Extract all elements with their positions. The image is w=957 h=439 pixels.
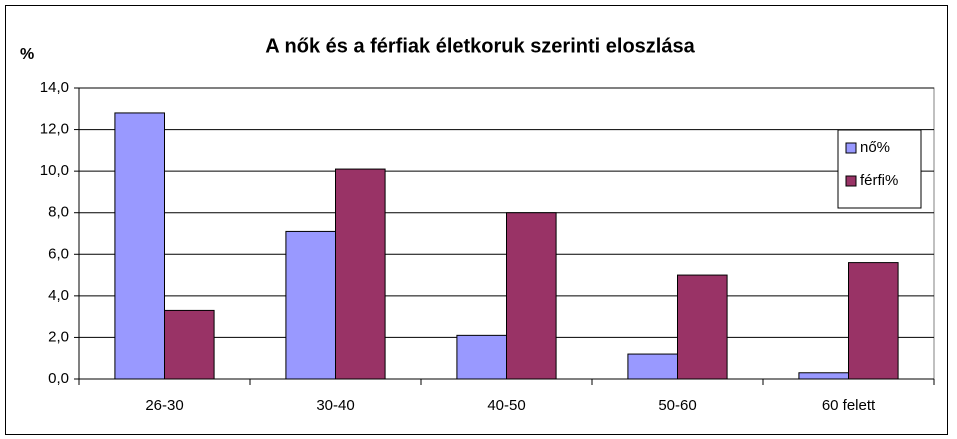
bar	[798, 372, 849, 380]
y-tick-label: 10,0	[40, 162, 69, 179]
legend-swatch	[845, 142, 857, 154]
bar	[627, 353, 678, 380]
x-tick-label: 30-40	[316, 397, 354, 414]
chart-title: A nők és a férfiak életkoruk szerinti el…	[265, 35, 695, 57]
bar	[114, 112, 166, 380]
bar	[456, 334, 508, 380]
y-tick-label: 0,0	[48, 370, 69, 387]
bar	[677, 274, 728, 380]
bar	[164, 309, 215, 380]
x-tick-label: 26-30	[145, 397, 183, 414]
bar	[335, 168, 386, 380]
bar	[285, 230, 337, 380]
legend-label: férfi%	[860, 172, 898, 189]
y-axis-title: %	[20, 46, 34, 63]
y-tick-label: 8,0	[48, 204, 69, 221]
y-tick-label: 12,0	[40, 121, 69, 138]
bar	[506, 212, 557, 380]
x-tick-label: 40-50	[487, 397, 525, 414]
bar	[848, 262, 899, 380]
legend-label: nő%	[860, 139, 890, 156]
legend-swatch	[845, 175, 857, 187]
y-tick-label: 14,0	[40, 79, 69, 96]
y-tick-label: 6,0	[48, 245, 69, 262]
x-tick-label: 60 felett	[822, 397, 876, 414]
x-tick-label: 50-60	[658, 397, 696, 414]
y-tick-label: 2,0	[48, 328, 69, 345]
y-tick-label: 4,0	[48, 287, 69, 304]
